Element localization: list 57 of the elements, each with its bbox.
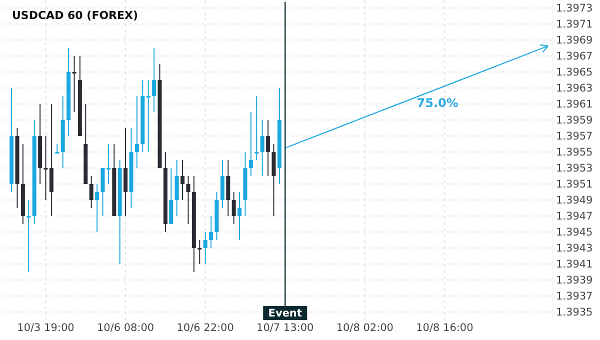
- y-tick-label: 1.3969: [556, 34, 593, 47]
- y-tick-label: 1.3965: [556, 66, 593, 79]
- y-tick-label: 1.3941: [556, 258, 593, 271]
- candlestick: [266, 120, 270, 176]
- y-tick-label: 1.3945: [556, 226, 593, 239]
- candlestick: [186, 176, 190, 224]
- x-tick-label: 10/6 08:00: [96, 322, 154, 334]
- y-tick-label: 1.3949: [556, 194, 593, 207]
- x-tick-label: 10/8 16:00: [416, 322, 474, 334]
- candlestick: [226, 160, 230, 216]
- candlestick: [169, 168, 174, 224]
- candlestick: [134, 96, 139, 168]
- candlestick: [203, 232, 208, 264]
- candlestick: [232, 192, 236, 224]
- candlestick: [254, 96, 259, 160]
- ref-line-label: Event: [268, 308, 302, 320]
- candlestick: [260, 120, 264, 176]
- y-tick-label: 1.3971: [556, 18, 593, 31]
- candlestick: [49, 104, 54, 216]
- candlestick: [152, 48, 156, 112]
- candlestick: [55, 144, 60, 154]
- candlestick: [272, 144, 276, 216]
- y-tick-label: 1.3957: [556, 130, 593, 143]
- candlestick: [174, 160, 179, 216]
- candlestick: [124, 128, 128, 216]
- y-tick-label: 1.3935: [556, 306, 593, 319]
- y-tick-label: 1.3955: [556, 146, 593, 159]
- candlestick: [106, 144, 110, 184]
- x-tick-label: 10/6 22:00: [176, 322, 234, 334]
- x-tick-label: 10/3 19:00: [17, 322, 74, 334]
- candlestick: [209, 216, 214, 248]
- candlestick: [95, 184, 100, 232]
- y-tick-label: 1.3953: [556, 162, 593, 175]
- candlestick: [72, 56, 76, 112]
- candlestick: [180, 160, 185, 200]
- y-tick-label: 1.3967: [556, 50, 593, 63]
- y-tick-label: 1.3973: [556, 2, 593, 15]
- y-tick-label: 1.3961: [556, 98, 593, 111]
- text: USDCAD 60 (FOREX): [12, 9, 138, 22]
- candlestick: [238, 192, 242, 240]
- candlestick: [220, 160, 224, 208]
- y-tick-label: 1.3943: [556, 242, 593, 255]
- candlestick: [198, 240, 202, 264]
- candlestick: [100, 168, 105, 216]
- candlestick: [146, 80, 150, 152]
- annotation: 75.0%: [416, 96, 458, 110]
- candlestick: [248, 112, 253, 176]
- candlestick: [26, 200, 31, 272]
- x-tick-label: 10/8 02:00: [336, 322, 394, 334]
- y-tick-label: 1.3951: [556, 178, 593, 191]
- y-tick-label: 1.3959: [556, 114, 593, 127]
- x-tick-label: 10/7 13:00: [256, 322, 314, 334]
- y-tick-label: 1.3937: [556, 290, 593, 303]
- y-tick-label: 1.3963: [556, 82, 593, 95]
- candlestick: [89, 176, 94, 208]
- y-tick-label: 1.3947: [556, 210, 593, 223]
- y-tick-label: 1.3939: [556, 274, 593, 287]
